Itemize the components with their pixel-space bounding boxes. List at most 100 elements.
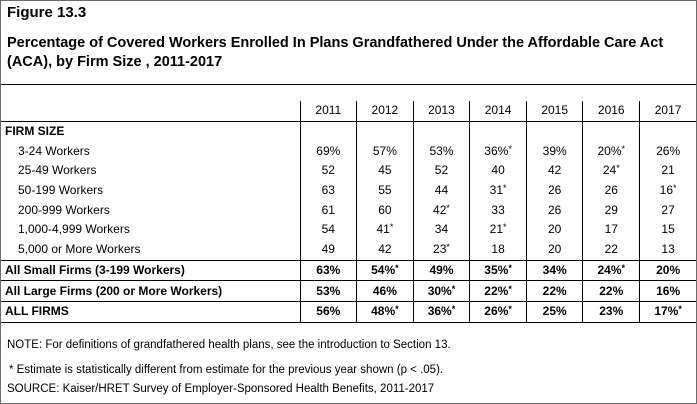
value-text: 21 bbox=[661, 163, 675, 178]
cell-value: 49% bbox=[412, 259, 470, 281]
significance-marker: * bbox=[503, 183, 507, 194]
cell-value: 36%* bbox=[412, 300, 470, 323]
cell-value: 42* bbox=[412, 200, 470, 221]
value-text: 49% bbox=[429, 262, 454, 277]
value-text: 16 bbox=[659, 183, 674, 198]
value-text: 25% bbox=[542, 304, 567, 319]
firm-size-group-row: FIRM SIZE bbox=[1, 121, 697, 142]
significance-marker: * bbox=[621, 262, 626, 273]
row-label: 1,000-4,999 Workers bbox=[18, 222, 130, 237]
cell-value: 16* bbox=[639, 180, 697, 201]
significance-marker: * bbox=[451, 304, 456, 315]
value-text: 63 bbox=[321, 183, 335, 198]
cell-value: 13 bbox=[639, 239, 697, 260]
value-text: 54% bbox=[371, 262, 396, 277]
value-text: 20% bbox=[656, 262, 681, 277]
significance-marker: * bbox=[503, 222, 507, 233]
year-header: 2016 bbox=[582, 101, 640, 122]
note-estimate: * Estimate is statistically different fr… bbox=[9, 364, 444, 376]
value-text: 55 bbox=[378, 183, 392, 198]
value-text: 29 bbox=[604, 202, 618, 217]
cell-value: 55 bbox=[356, 180, 414, 201]
firm-size-row: 1,000-4,999 Workers 54 41* 34 21* 20 17 15 bbox=[1, 220, 697, 240]
title-divider bbox=[1, 84, 696, 85]
cell-value: 20 bbox=[525, 220, 583, 240]
header-blank bbox=[1, 101, 300, 122]
value-text: 30% bbox=[427, 283, 452, 298]
cell-value: 56% bbox=[299, 300, 357, 323]
value-text: 26 bbox=[547, 183, 562, 198]
cell-value: 17%* bbox=[639, 300, 697, 323]
cell-value: 42 bbox=[356, 239, 414, 260]
value-text: 44 bbox=[434, 183, 449, 198]
cell-value: 52 bbox=[299, 161, 357, 181]
cell-value: 30%* bbox=[412, 280, 470, 302]
year-header: 2014 bbox=[469, 101, 527, 122]
value-text: 26 bbox=[547, 202, 562, 217]
all-firms-row: ALL FIRMS 56% 48%* 36%* 26%* 25% 23% 17%* bbox=[1, 300, 697, 323]
note-definitions: NOTE: For definitions of grandfathered h… bbox=[7, 339, 451, 351]
value-text: 34 bbox=[434, 222, 449, 237]
cell-value: 33 bbox=[469, 200, 527, 221]
cell-value: 17 bbox=[582, 220, 640, 240]
value-text: 46% bbox=[372, 283, 397, 298]
firm-size-row: 25-49 Workers 52 45 52 40 42 24* 21 bbox=[1, 161, 697, 181]
year-header: 2012 bbox=[356, 101, 414, 122]
cell-value: 24* bbox=[582, 161, 640, 181]
value-text: 22% bbox=[599, 283, 624, 298]
cell-value: 54%* bbox=[356, 259, 414, 281]
value-text: 23 bbox=[433, 242, 447, 257]
cell-value: 57% bbox=[356, 141, 414, 162]
significance-marker: * bbox=[678, 304, 682, 315]
source-note: SOURCE: Kaiser/HRET Survey of Employer-S… bbox=[7, 383, 435, 395]
row-label: ALL FIRMS bbox=[1, 300, 300, 323]
significance-marker: * bbox=[395, 304, 399, 315]
value-text: 23% bbox=[599, 304, 624, 319]
value-text: 13 bbox=[661, 242, 675, 257]
value-text: 36% bbox=[484, 143, 509, 158]
cell-value: 45 bbox=[356, 161, 414, 181]
year-header: 2015 bbox=[525, 101, 583, 122]
cell-value: 61 bbox=[299, 200, 357, 221]
cell-value: 22% bbox=[582, 280, 640, 302]
value-text: 21 bbox=[489, 222, 503, 237]
significance-marker: * bbox=[508, 143, 512, 154]
enrollment-table: 2011 2012 2013 2014 2015 2016 2017 FIRM … bbox=[1, 101, 697, 323]
value-text: 17% bbox=[654, 304, 679, 319]
value-text: 57% bbox=[372, 143, 397, 158]
cell-value: 34 bbox=[412, 220, 470, 240]
significance-marker: * bbox=[446, 242, 450, 253]
cell-value: 60 bbox=[356, 200, 414, 221]
value-text: 24% bbox=[597, 262, 622, 277]
row-label: 5,000 or More Workers bbox=[18, 242, 141, 257]
row-label: 3-24 Workers bbox=[18, 143, 90, 158]
cell-value: 23* bbox=[412, 239, 470, 260]
value-text: 40 bbox=[491, 163, 505, 178]
value-text: 18 bbox=[491, 242, 505, 257]
cell-value: 20%* bbox=[582, 141, 640, 162]
value-text: 60 bbox=[378, 202, 392, 217]
firm-size-row: 50-199 Workers 63 55 44 31* 26 26 16* bbox=[1, 180, 697, 201]
value-text: 49 bbox=[321, 242, 335, 257]
cell-value: 26%* bbox=[469, 300, 527, 323]
value-text: 63% bbox=[316, 262, 341, 277]
aggregate-row: All Small Firms (3-199 Workers) 63% 54%* 49… bbox=[1, 259, 697, 281]
value-text: 52 bbox=[434, 163, 449, 178]
cell-value: 42 bbox=[525, 161, 583, 181]
value-text: 26% bbox=[656, 143, 681, 158]
cell-value: 63 bbox=[299, 180, 357, 201]
cell-value: 26 bbox=[525, 200, 583, 221]
cell-value: 26% bbox=[639, 141, 697, 162]
value-text: 20% bbox=[597, 143, 622, 158]
cell-value: 20 bbox=[525, 239, 583, 260]
value-text: 20 bbox=[547, 242, 562, 257]
year-header: 2017 bbox=[639, 101, 697, 122]
significance-marker: * bbox=[508, 283, 512, 294]
cell-value: 29 bbox=[582, 200, 640, 221]
cell-value: 22%* bbox=[469, 280, 527, 302]
cell-value: 18 bbox=[469, 239, 527, 260]
cell-value: 26 bbox=[525, 180, 583, 201]
row-label: All Large Firms (200 or More Workers) bbox=[1, 280, 300, 302]
value-text: 26 bbox=[604, 183, 618, 198]
